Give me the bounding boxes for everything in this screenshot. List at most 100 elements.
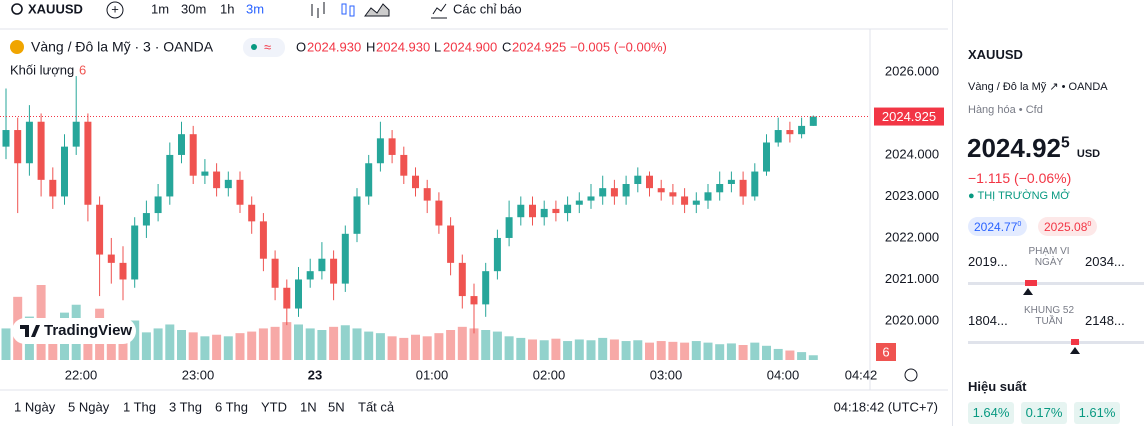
kind: Cfd [1025,104,1043,116]
volume-bar [165,324,175,360]
settings-icon[interactable] [904,368,918,382]
side-name: Vàng / Đô la Mỹ ↗ • OANDA [968,81,1108,93]
ask: 2025.080 [1038,217,1098,236]
volume-bar [212,334,222,360]
exchange: OANDA [1068,81,1108,93]
volume-bar [434,333,444,360]
bar-icon[interactable] [311,2,325,18]
y-tick-label: 2026.000 [885,63,939,78]
range-button[interactable]: 6 Thg [215,399,248,414]
candle-body [657,188,665,193]
candle-body [271,258,279,288]
candle-body [224,179,232,189]
range-button[interactable]: 5N [328,399,345,414]
x-tick-label: 22:00 [65,367,98,382]
volume-bar [235,333,245,360]
volume-bar [715,344,725,360]
range-button[interactable]: 1 Ngày [14,399,56,414]
candle-body [692,200,700,205]
candle-body [306,271,314,280]
candle-body [166,154,174,197]
range-button[interactable]: 1N [300,399,317,414]
candle-body [739,179,747,197]
volume-bar [645,342,654,360]
sidebar: XAUUSD Vàng / Đô la Mỹ ↗ • OANDA Hàng hó… [952,0,1144,426]
x-tick-label: 02:00 [533,367,566,382]
range-button[interactable]: 1 Thg [123,399,156,414]
symbol[interactable]: XAUUSD [28,1,83,16]
interval[interactable]: 30m [181,1,206,16]
candle-body [96,204,104,255]
volume-bar [691,341,701,360]
volume-bar [633,340,643,360]
perf-cell: 1.61% [1074,402,1120,424]
volume-bar [188,332,198,360]
candle-body [564,204,572,214]
year-bar [968,341,1144,344]
candle-body [72,121,80,147]
candle-body [365,163,373,197]
add-button[interactable] [106,1,124,19]
legend-label: L [434,39,441,54]
candle-icon[interactable] [349,5,355,17]
indicator-icon[interactable] [431,3,447,19]
volume-bar [317,330,327,360]
bid-value: 2024.77 [974,220,1018,234]
candle-body [178,134,185,155]
candle-body [634,175,642,184]
bid: 2024.770 [968,217,1028,236]
candle-body [681,196,689,205]
candle-body [283,287,291,309]
volume-bar [223,336,233,360]
candle-body [447,225,455,263]
plot: 2020.000 2021.000 2022.000 2023.000 2024.000… [0,63,944,382]
symbol-logo [10,40,24,54]
last-price-label: 2024.925 [882,109,936,124]
volume-bar [282,322,292,360]
volume-bar [773,348,783,360]
candle-body [540,208,548,218]
candle-body [809,116,817,126]
candle-body [2,130,10,147]
legend-value: 2024.925 [512,39,566,54]
volume-bar [516,337,526,360]
side-change: −1.115 (−0.06%) [968,170,1072,186]
volume-bar [609,339,619,360]
volume-bar [305,328,315,360]
volume-label: Khối lượng [10,62,74,77]
volume-bar [247,331,257,360]
candle-body [716,184,724,193]
range-button[interactable]: Tất cả [358,399,395,414]
candle-body [704,192,712,201]
clock: 04:18:42 (UTC+7) [834,399,938,414]
volume-bar [598,337,608,360]
indicators[interactable]: Các chỉ báo [453,1,522,16]
candle-body [599,188,607,197]
range-button[interactable]: YTD [261,399,287,414]
volume-value: 6 [79,62,86,77]
search-icon[interactable] [11,3,23,15]
volume-bar [200,336,210,360]
candle-body [189,134,197,176]
perf-title: Hiệu suất [968,379,1027,394]
perf-cell: 1.64% [968,402,1014,424]
legend-label: O [296,39,306,54]
volume-bar [551,338,561,360]
range-button[interactable]: 3 Thg [169,399,202,414]
interval[interactable]: 1m [151,1,169,16]
side-price: 2024.925 USD [967,133,1100,164]
interval-active[interactable]: 3m [246,1,264,16]
candle-body [259,221,267,259]
candle-icon[interactable] [341,3,347,15]
legend-value: 2024.930 [307,39,361,54]
add-icon[interactable]: + [111,1,119,16]
interval[interactable]: 1h [220,1,234,16]
x-tick-label: 03:00 [650,367,683,382]
candle-body [786,130,794,135]
candle-body [669,192,677,197]
area-icon[interactable] [364,3,390,17]
volume-bar [270,326,280,360]
volume-bar [258,328,268,360]
range-button[interactable]: 5 Ngày [68,399,110,414]
candle-body [341,233,349,284]
